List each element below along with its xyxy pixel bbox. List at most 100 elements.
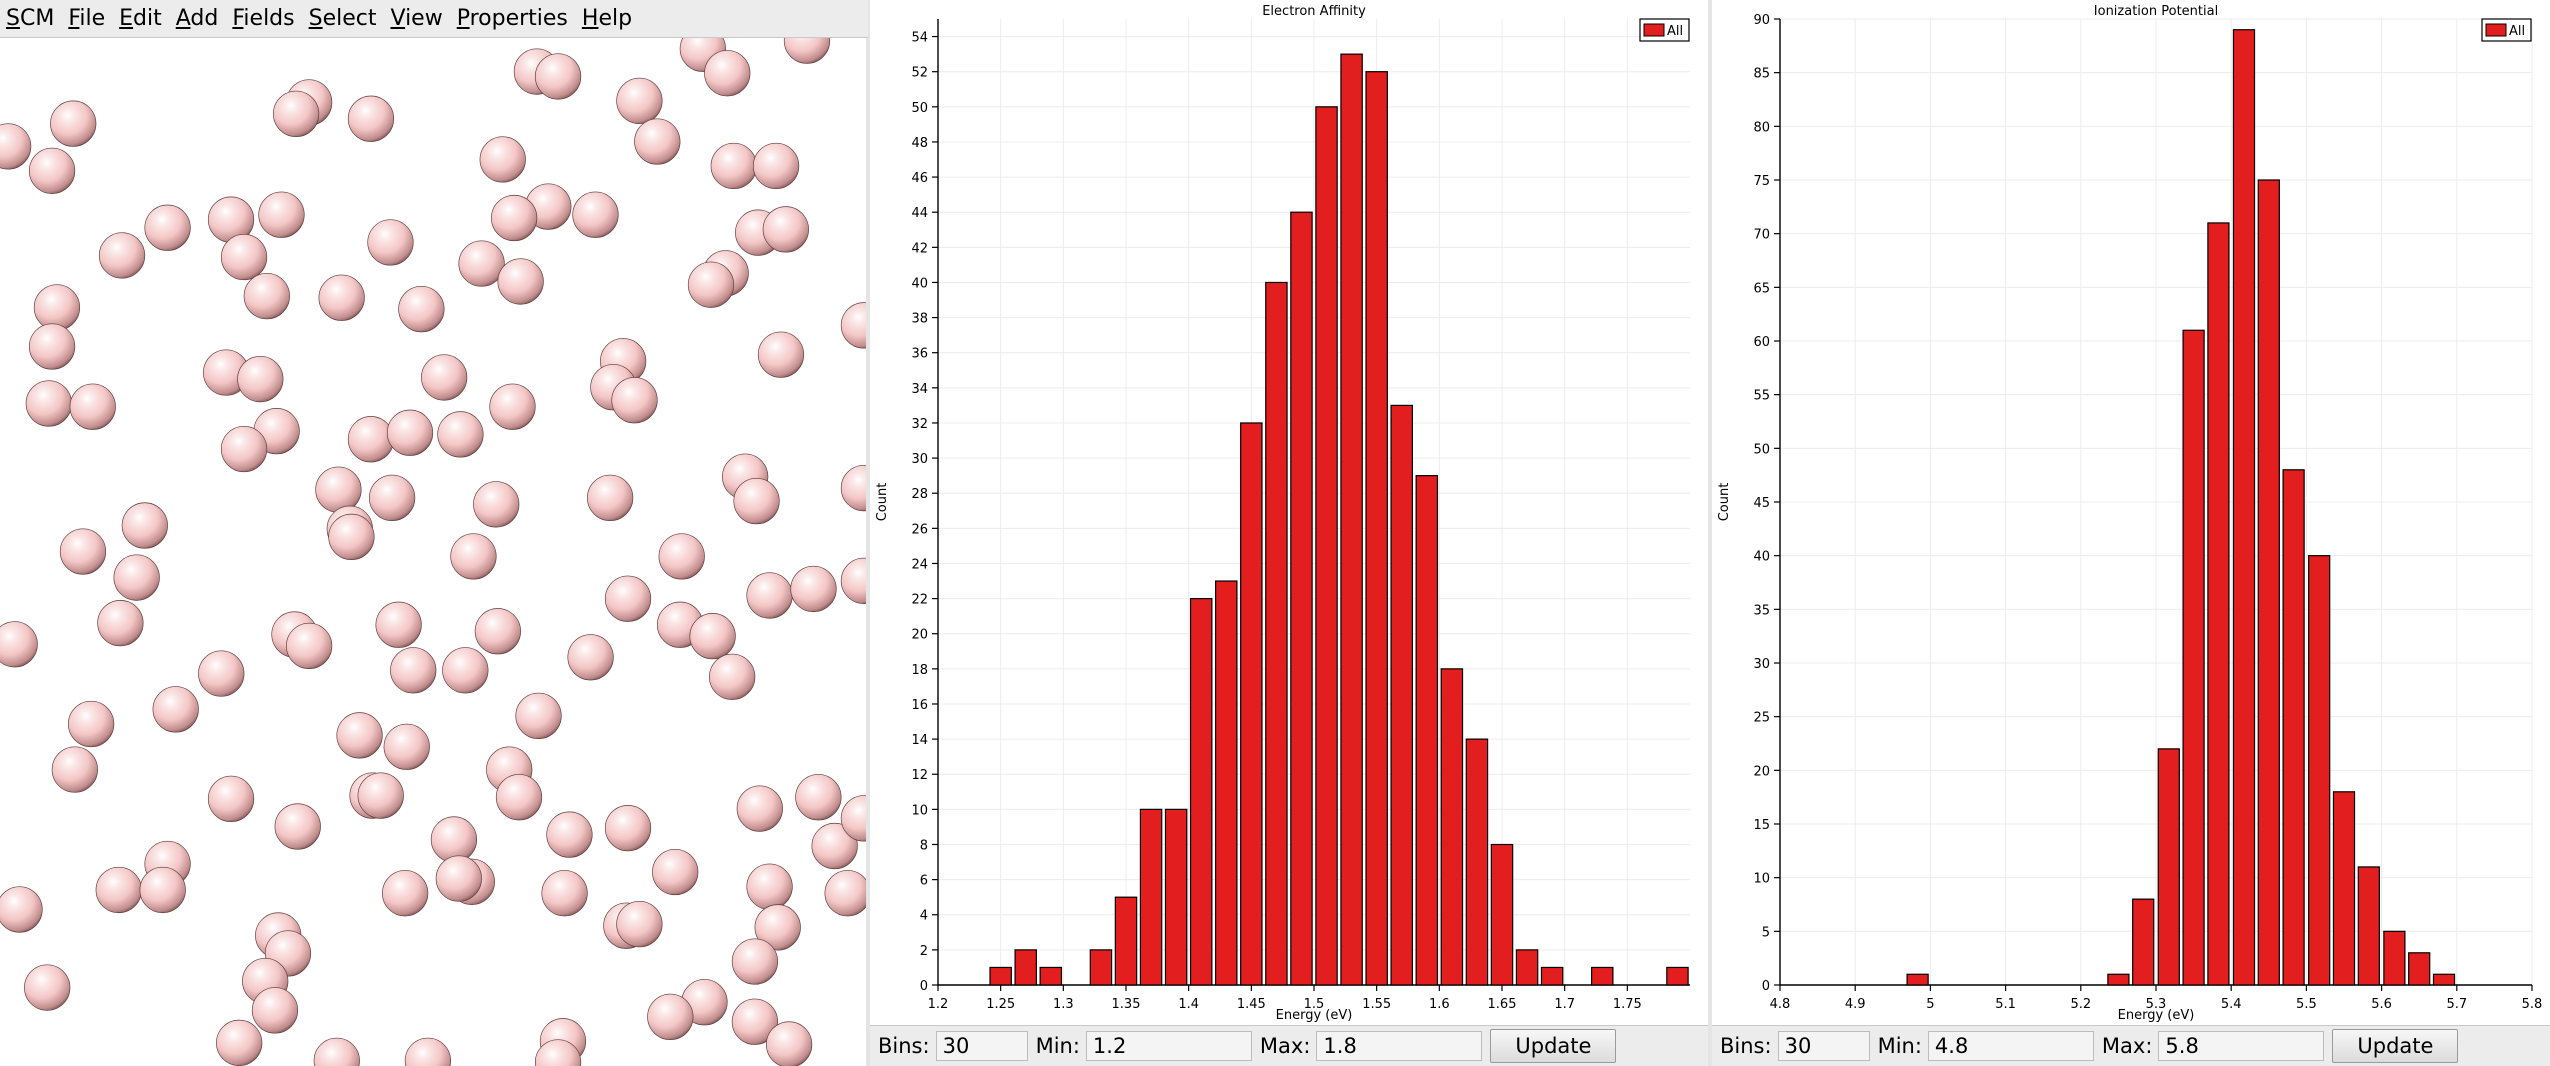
atom-sphere[interactable] — [28, 323, 76, 370]
atom-sphere[interactable] — [369, 474, 416, 521]
atom-sphere[interactable] — [762, 206, 809, 253]
atom-sphere[interactable] — [50, 100, 97, 147]
atom-sphere[interactable] — [491, 194, 538, 242]
min-input[interactable] — [1927, 1031, 2094, 1061]
atom-sphere[interactable] — [546, 811, 593, 858]
update-button[interactable]: Update — [2332, 1029, 2459, 1063]
atom-sphere[interactable] — [28, 147, 76, 194]
atom-sphere[interactable] — [652, 848, 699, 896]
atom-sphere[interactable] — [534, 53, 582, 100]
atom-sphere[interactable] — [33, 284, 81, 331]
atom-sphere[interactable] — [687, 261, 735, 308]
bins-input[interactable] — [935, 1031, 1028, 1061]
atom-sphere[interactable] — [515, 692, 562, 739]
menu-fields[interactable]: Fields — [232, 6, 295, 31]
atom-sphere[interactable] — [489, 383, 536, 430]
atom-sphere[interactable] — [824, 870, 866, 917]
atom-sphere[interactable] — [733, 478, 780, 525]
menu-help[interactable]: Help — [581, 6, 633, 31]
atom-sphere[interactable] — [237, 355, 284, 403]
atom-sphere[interactable] — [386, 409, 434, 456]
atom-sphere[interactable] — [390, 647, 437, 694]
atom-sphere[interactable] — [0, 123, 32, 170]
menu-properties[interactable]: Properties — [456, 6, 568, 31]
atom-sphere[interactable] — [336, 712, 383, 759]
atom-sphere[interactable] — [347, 95, 395, 142]
atom-sphere[interactable] — [442, 647, 489, 694]
atom-sphere[interactable] — [251, 987, 299, 1034]
atom-sphere[interactable] — [790, 565, 837, 613]
atom-sphere[interactable] — [450, 533, 497, 580]
atom-sphere[interactable] — [840, 795, 866, 842]
atom-sphere[interactable] — [398, 286, 445, 333]
atom-sphere[interactable] — [840, 557, 866, 604]
atom-sphere[interactable] — [198, 650, 245, 697]
atom-sphere[interactable] — [207, 775, 255, 822]
atom-sphere[interactable] — [572, 191, 619, 238]
atom-sphere[interactable] — [840, 465, 866, 512]
atom-sphere[interactable] — [144, 204, 191, 251]
atom-sphere[interactable] — [435, 855, 482, 902]
atom-sphere[interactable] — [0, 621, 38, 668]
atom-sphere[interactable] — [604, 575, 652, 622]
atom-sphere[interactable] — [25, 380, 72, 427]
atom-sphere[interactable] — [357, 772, 404, 819]
atom-sphere[interactable] — [367, 219, 414, 266]
atom-sphere[interactable] — [795, 774, 842, 821]
atom-sphere[interactable] — [404, 1037, 451, 1066]
atom-sphere[interactable] — [24, 964, 71, 1011]
atom-sphere[interactable] — [752, 142, 800, 190]
atom-sphere[interactable] — [95, 866, 142, 914]
atom-sphere[interactable] — [458, 240, 505, 287]
atom-sphere[interactable] — [473, 481, 520, 528]
atom-sphere[interactable] — [709, 653, 756, 700]
max-input[interactable] — [2158, 1031, 2325, 1061]
atom-sphere[interactable] — [757, 331, 805, 378]
atom-sphere[interactable] — [746, 863, 793, 910]
molecule-viewer[interactable]: SCM File Edit Add Fields Select View Properties… — [0, 0, 868, 1066]
atom-sphere[interactable] — [220, 425, 268, 473]
menu-file[interactable]: File — [68, 6, 106, 31]
atom-sphere[interactable] — [98, 232, 146, 279]
atom-sphere[interactable] — [754, 904, 801, 951]
atom-sphere[interactable] — [731, 998, 779, 1045]
atom-sphere[interactable] — [541, 870, 588, 917]
update-button[interactable]: Update — [1490, 1029, 1617, 1063]
atom-sphere[interactable] — [383, 723, 430, 770]
min-input[interactable] — [1085, 1031, 1252, 1061]
atom-sphere[interactable] — [604, 805, 652, 852]
atom-sphere[interactable] — [704, 50, 751, 97]
atom-sphere[interactable] — [746, 572, 793, 619]
atom-sphere[interactable] — [315, 466, 362, 513]
bins-input[interactable] — [1777, 1031, 1870, 1061]
atom-sphere[interactable] — [274, 803, 321, 850]
atom-sphere[interactable] — [382, 870, 429, 917]
atom-sphere[interactable] — [243, 273, 290, 320]
atom-sphere[interactable] — [318, 274, 365, 321]
atom-sphere[interactable] — [616, 77, 663, 124]
panel-divider[interactable] — [1708, 0, 1712, 1066]
atom-sphere[interactable] — [437, 411, 484, 458]
atom-sphere[interactable] — [375, 601, 422, 648]
atom-sphere[interactable] — [731, 938, 779, 985]
atom-sphere[interactable] — [68, 700, 115, 748]
atom-sphere[interactable] — [113, 554, 160, 601]
atom-sphere[interactable] — [495, 774, 543, 821]
atom-sphere[interactable] — [273, 90, 320, 137]
atom-sphere[interactable] — [736, 785, 783, 832]
atom-sphere[interactable] — [220, 233, 268, 281]
atom-sphere[interactable] — [658, 533, 705, 580]
atom-sphere[interactable] — [567, 634, 614, 681]
atom-sphere[interactable] — [474, 608, 521, 655]
atom-sphere[interactable] — [0, 886, 43, 933]
atom-sphere[interactable] — [479, 136, 526, 183]
atom-sphere[interactable] — [616, 901, 663, 948]
atom-sphere[interactable] — [347, 416, 395, 463]
atom-sphere[interactable] — [611, 377, 658, 424]
atom-sphere[interactable] — [840, 302, 866, 349]
atom-sphere[interactable] — [647, 993, 694, 1040]
menu-edit[interactable]: Edit — [119, 6, 162, 31]
atom-sphere[interactable] — [258, 191, 305, 238]
atom-sphere[interactable] — [710, 142, 757, 190]
atom-sphere[interactable] — [497, 258, 544, 305]
